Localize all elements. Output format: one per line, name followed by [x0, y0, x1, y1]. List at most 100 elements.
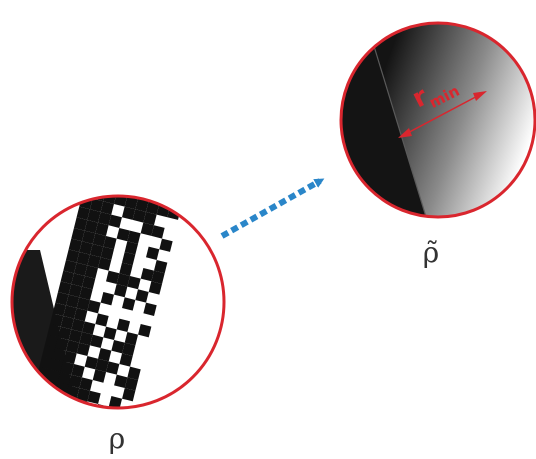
checker-cell	[47, 369, 61, 383]
checker-cell	[73, 262, 88, 276]
checker-cell	[47, 415, 60, 428]
checker-cell	[71, 227, 85, 242]
transform-arrow	[220, 178, 325, 239]
checker-cell	[81, 275, 96, 290]
checker-cell	[95, 222, 109, 236]
checker-cell	[58, 326, 72, 341]
checker-cell	[44, 334, 59, 349]
checker-cell	[98, 167, 111, 180]
checker-cell	[127, 366, 141, 381]
checker-cell	[63, 350, 77, 365]
checker-cell	[98, 348, 112, 362]
checker-cell	[116, 318, 131, 332]
checker-cell	[106, 361, 120, 375]
checker-cell	[108, 396, 123, 408]
checker-cell	[100, 246, 114, 260]
checker-cell	[105, 270, 120, 284]
left-circle	[10, 167, 226, 433]
checker-cell	[135, 198, 149, 212]
checker-cell	[68, 284, 82, 298]
checker-cell	[68, 238, 82, 252]
checker-cell	[68, 329, 83, 343]
checker-cell	[159, 238, 173, 252]
checker-cell	[141, 177, 154, 190]
checker-cell	[151, 270, 165, 284]
checker-cell	[106, 180, 119, 193]
checker-cell	[71, 318, 85, 333]
checker-cell	[90, 334, 104, 349]
checker-cell	[97, 211, 112, 226]
checker-cell	[58, 417, 71, 430]
checker-cell	[52, 393, 67, 407]
checker-cell	[143, 211, 157, 226]
checker-cell	[124, 241, 138, 255]
checker-cell	[103, 235, 117, 250]
checker-cell	[87, 209, 101, 223]
checker-cell	[73, 217, 88, 231]
checker-cell	[140, 222, 154, 236]
checker-cell	[116, 273, 131, 287]
checker-cell	[55, 292, 69, 306]
checker-cell	[87, 254, 101, 268]
checker-cell	[109, 169, 122, 182]
right-circle: rmin	[339, 21, 536, 219]
checker-cell	[82, 321, 96, 335]
checker-cell	[127, 275, 141, 290]
dashed-arrow-icon	[220, 178, 325, 239]
checker-cell	[122, 388, 136, 402]
checker-cell	[57, 281, 72, 295]
checker-cell	[76, 342, 91, 357]
checker-cell	[97, 257, 112, 271]
checker-cell	[87, 390, 101, 405]
checker-cell	[81, 230, 96, 244]
checker-cell	[79, 241, 93, 255]
checker-cell	[76, 297, 90, 311]
checker-cell	[50, 358, 64, 373]
checker-cell	[114, 283, 128, 298]
checker-cell	[154, 259, 168, 274]
checker-cell	[66, 340, 80, 354]
checker-cell	[116, 227, 130, 242]
checker-cell	[132, 209, 146, 223]
checker-cell	[79, 332, 93, 346]
rho-tilde-label: ρ̃	[423, 236, 439, 269]
checker-cell	[127, 230, 141, 244]
checker-cell	[60, 316, 75, 330]
checker-cell	[117, 409, 130, 422]
checker-cell	[50, 404, 64, 408]
checker-cell	[47, 324, 61, 338]
checker-cell	[52, 348, 67, 362]
checker-cell	[26, 409, 39, 422]
checker-cell	[82, 412, 95, 425]
checker-cell	[124, 331, 139, 346]
checker-cell	[85, 175, 98, 188]
checker-cell	[37, 412, 50, 425]
checker-cell	[42, 390, 56, 405]
checker-cell	[151, 225, 165, 239]
checker-cell	[71, 409, 84, 422]
checker-cell	[39, 401, 53, 408]
checker-cell	[42, 345, 56, 359]
checker-cell	[95, 177, 108, 190]
checker-cell	[122, 297, 136, 311]
checker-cell	[124, 377, 139, 391]
checker-cell	[71, 273, 85, 287]
checker-cell	[138, 323, 152, 338]
checker-cell	[23, 420, 36, 433]
checker-cell	[93, 415, 106, 428]
checker-cell	[52, 302, 66, 317]
checker-cell	[100, 201, 114, 215]
checker-cell	[65, 294, 80, 309]
checker-cell	[31, 388, 45, 402]
checker-cell	[74, 308, 88, 322]
checker-cell	[79, 286, 93, 300]
checker-cell	[100, 291, 115, 306]
checker-cell	[58, 372, 72, 386]
checker-cell	[124, 196, 138, 210]
checker-cell	[81, 196, 96, 199]
checker-cell	[76, 388, 91, 402]
checker-cell	[60, 361, 75, 375]
checker-cell	[71, 364, 85, 378]
checker-cell	[151, 180, 164, 193]
